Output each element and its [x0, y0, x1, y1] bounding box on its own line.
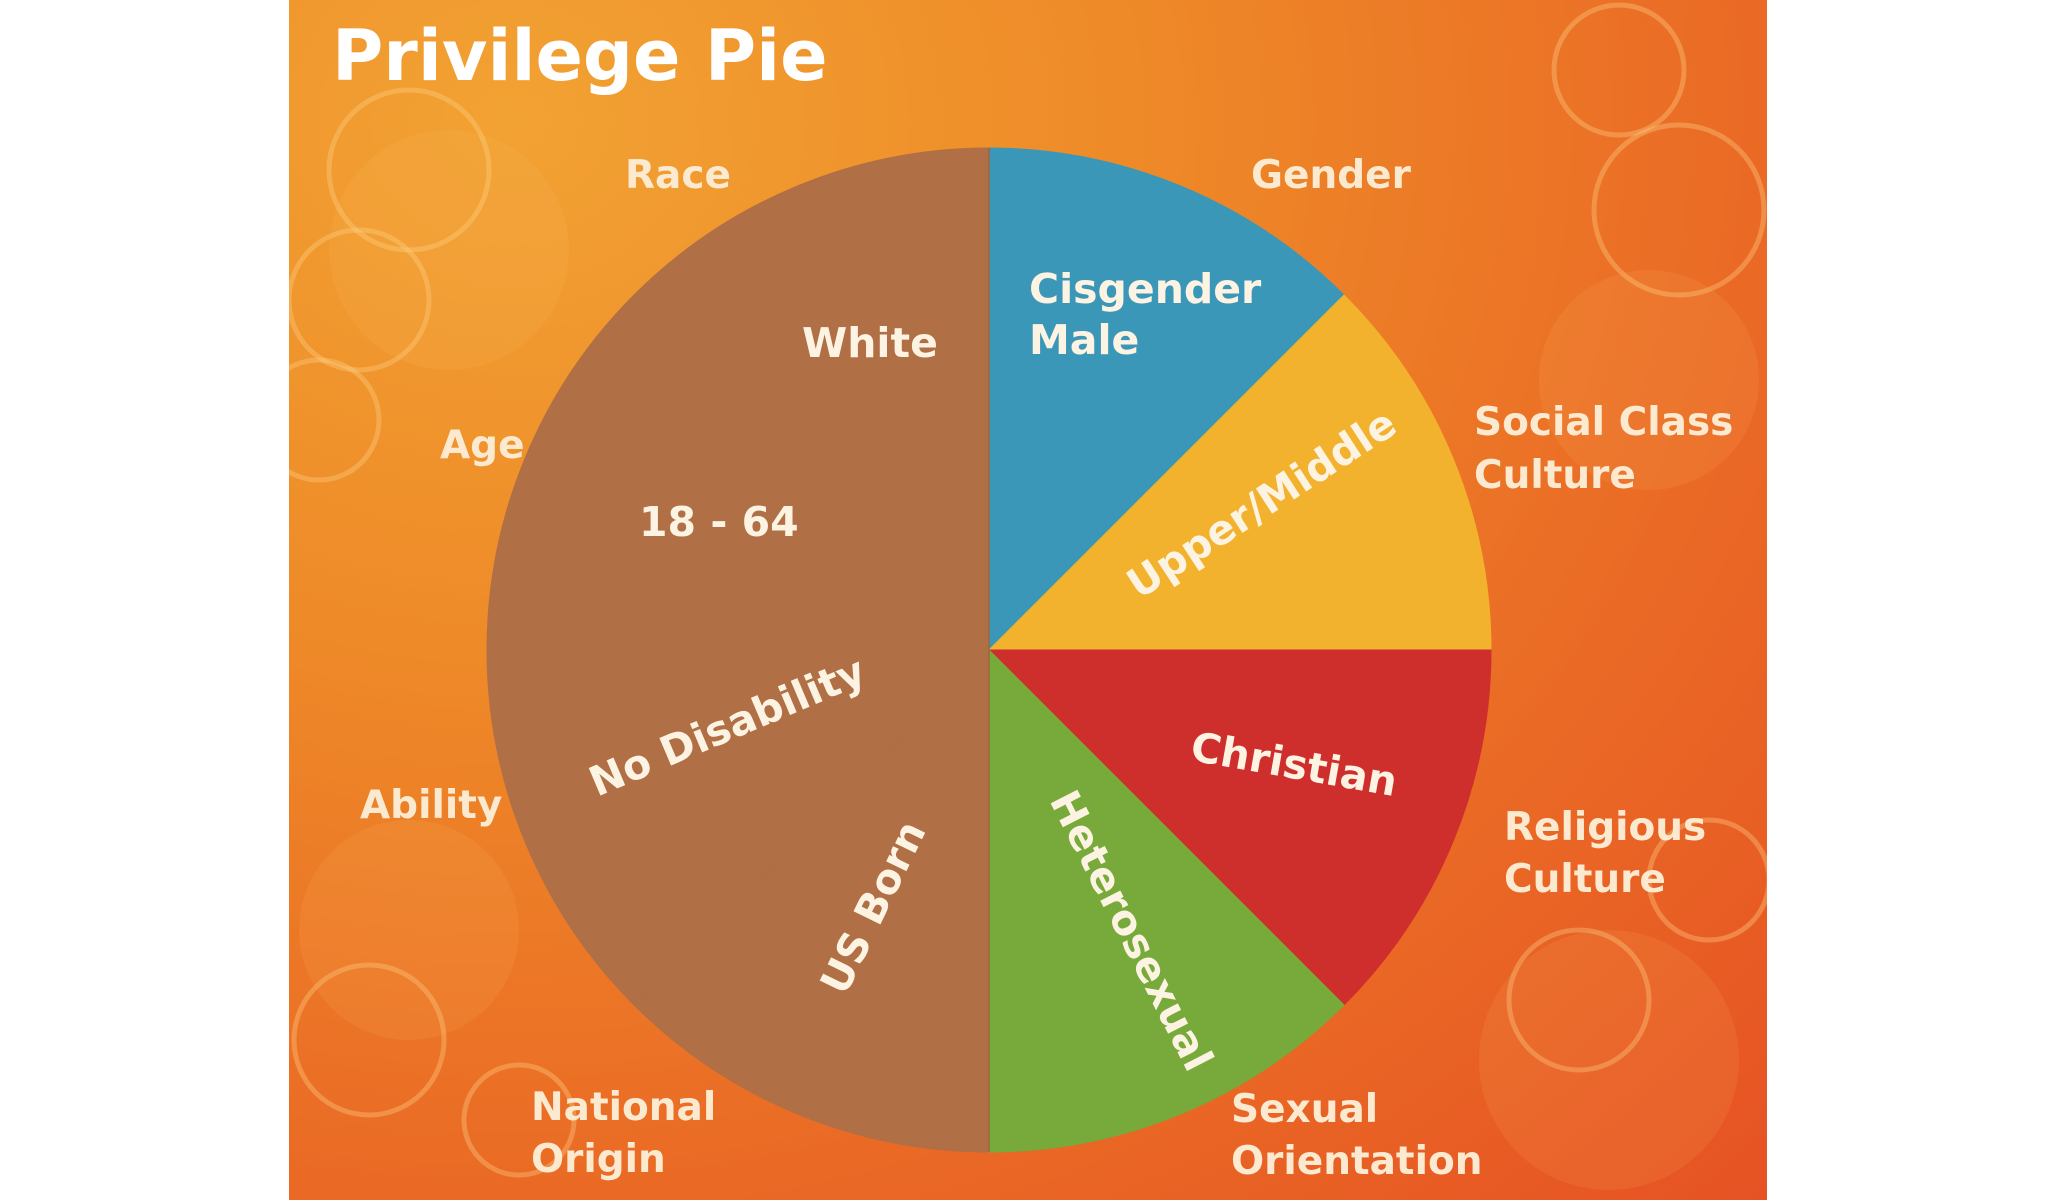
- pie-slice-national-origin: [633, 648, 990, 1153]
- category-label-age: Age: [440, 423, 525, 468]
- pie-slices: [486, 147, 1492, 1153]
- category-label-religious-culture: Culture: [1504, 857, 1666, 902]
- decorative-bokeh-discs: [299, 130, 1759, 1190]
- slice-label-white: White: [802, 319, 938, 367]
- category-label-race: Race: [625, 153, 731, 198]
- category-label-sexual: Sexual: [1231, 1087, 1378, 1132]
- pie-slice-ability: [486, 649, 991, 1006]
- chart-title: Privilege Pie: [332, 15, 828, 97]
- pie-slice-gender: [988, 147, 1345, 652]
- pie-slice-religious-culture: [987, 649, 1492, 1006]
- slice-label-age-range: 18 - 64: [639, 498, 799, 546]
- privilege-pie-chart: Privilege Pie Race Gender Social Class C…: [289, 0, 1767, 1200]
- category-label-ability: Ability: [360, 783, 502, 828]
- pie-slice-race: [633, 147, 990, 652]
- category-label-social-class: Social Class: [1474, 400, 1733, 445]
- category-label-national-origin: Origin: [531, 1137, 666, 1182]
- category-label-social-class-culture: Culture: [1474, 453, 1636, 498]
- category-label-gender: Gender: [1251, 153, 1412, 198]
- slice-label-male: Male: [1029, 316, 1139, 364]
- decorative-bokeh-circles: [289, 2, 1767, 1178]
- category-label-sexual-orientation: Orientation: [1231, 1139, 1483, 1184]
- pie-chart-canvas: Privilege Pie Race Gender Social Class C…: [289, 2, 1767, 1190]
- pie-slice-social-class-culture: [987, 294, 1492, 651]
- pie-slice-age: [486, 294, 991, 651]
- pie-slice-sexual-orientation: [988, 648, 1345, 1153]
- category-label-national: National: [531, 1085, 716, 1130]
- slice-label-cisgender: Cisgender: [1029, 265, 1262, 313]
- category-label-religious: Religious: [1504, 805, 1706, 850]
